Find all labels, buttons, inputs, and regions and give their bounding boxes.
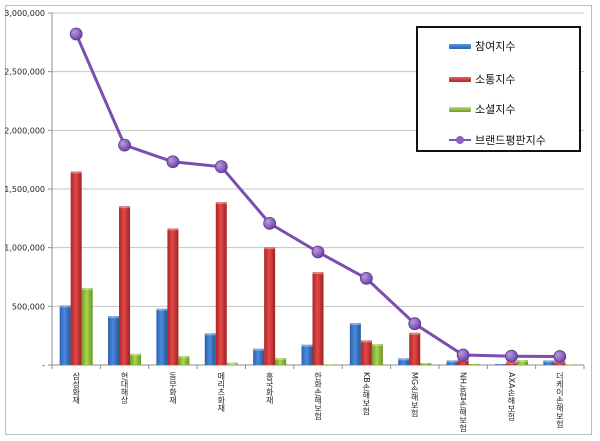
bar [264,247,276,365]
legend: 참여지수 소통지수 소셜지수 브랜드평판지수 [416,26,581,152]
bar [178,355,190,365]
legend-label: 소통지수 [475,73,516,86]
y-tick-label: 2,500,000 [4,68,45,77]
x-tick-label: 한화손해보험 [313,372,322,420]
bar [70,171,82,365]
x-tick-label: 더케이손해보험 [555,372,564,428]
line-marker [456,348,470,362]
bar [156,308,168,365]
line-marker [214,160,228,174]
x-tick-label: 동부화재 [168,372,177,405]
bar [360,340,372,365]
bar [130,353,142,365]
bar-series [59,171,577,365]
bar [301,344,313,365]
bar [81,288,93,365]
bar [312,272,324,365]
legend-swatch-icon [449,106,471,112]
bar [371,343,383,365]
bar [468,364,480,365]
bar [349,322,361,365]
bar [119,206,131,365]
line-marker [263,216,277,230]
bar [543,360,555,365]
bar [446,360,458,365]
bar [253,348,265,365]
bar [457,359,469,365]
line-marker [408,317,422,331]
line-marker [69,27,83,41]
bar [494,364,506,365]
bar [420,363,432,365]
bar [204,333,216,365]
line-marker [311,245,325,259]
bar [59,305,71,365]
bar [565,364,577,365]
x-tick-label: 현대해상 [120,372,129,404]
bar [108,316,120,365]
y-tick-label: 2,000,000 [4,126,45,135]
bar [215,202,227,365]
legend-label: 참여지수 [475,40,516,53]
x-tick-label: MG손해보험 [410,372,419,417]
y-tick-label: 1,000,000 [4,244,45,253]
bar [226,362,238,365]
bar [398,358,410,365]
x-tick-label: 메리츠화재 [216,372,225,413]
legend-item-communication: 소통지수 [449,72,515,86]
y-tick-label: 1,500,000 [4,185,45,194]
x-tick-label: AXA손해보험 [507,372,516,420]
legend-item-brand-reputation: 브랜드평판지수 [449,133,546,147]
line-marker [505,349,518,363]
line-marker [166,155,180,169]
x-tick-label: KB손해보험 [362,372,371,415]
legend-item-participation: 참여지수 [449,39,515,53]
bar [409,332,421,365]
bar [505,361,517,365]
bar [323,364,335,365]
legend-label: 브랜드평판지수 [475,134,546,147]
legend-swatch-icon [449,76,471,82]
x-axis: 삼성화재 현대해상 동부화재 메리츠화재 흥국화재 한화손해보험 KB손해보험 MG손해보험 N… [51,364,585,432]
bar [167,228,179,365]
bar [275,357,287,365]
bar [516,359,528,365]
line-marker [359,272,373,285]
x-tick-label: NH농협손해보험 [459,372,468,432]
gridlines [52,12,584,307]
legend-item-social: 소셜지수 [449,102,515,116]
legend-label: 소셜지수 [475,103,516,116]
legend-swatch-icon [449,43,471,49]
bar [554,361,566,365]
line-marker [553,350,567,363]
x-tick-label: 삼성화재 [71,371,80,405]
line-series [69,27,567,363]
y-axis: - 500,000 1,000,000 1,500,000 2,000,000 2,500… [4,9,53,370]
y-tick-label: 3,000,000 [4,9,45,18]
line-marker [118,138,131,152]
x-tick-label: 흥국화재 [265,371,274,405]
legend-line-marker-icon [449,136,471,144]
y-tick-label: - [42,361,45,370]
y-tick-label: 500,000 [12,302,45,311]
